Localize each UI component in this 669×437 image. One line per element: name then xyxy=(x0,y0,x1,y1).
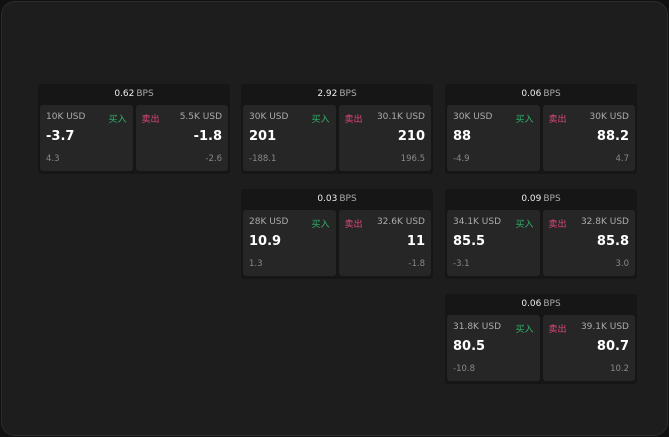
buy-label[interactable]: 买入 xyxy=(515,220,534,230)
ask-cell[interactable]: 卖出 39.1K USD 80.7 10.2 xyxy=(542,315,635,381)
ask-change: -1.8 xyxy=(408,259,425,269)
buy-label[interactable]: 买入 xyxy=(311,220,330,230)
bid-change: 4.3 xyxy=(46,154,60,164)
buy-label[interactable]: 买入 xyxy=(515,115,534,125)
bid-price: 88 xyxy=(453,129,472,144)
spread-header: 0.06 BPS xyxy=(445,84,637,105)
quote-widget: 0.06 BPS 30K USD 买入 88 -4.9 卖出 30K USD 88… xyxy=(445,84,637,174)
sell-label[interactable]: 卖出 xyxy=(548,220,567,230)
bid-cell[interactable]: 28K USD 买入 10.9 1.3 xyxy=(243,210,336,276)
spread-value: 0.62 xyxy=(114,89,135,99)
spread-unit: BPS xyxy=(339,89,357,99)
bid-cell[interactable]: 31.8K USD 买入 80.5 -10.8 xyxy=(447,315,540,381)
bid-change: -3.1 xyxy=(453,259,470,269)
ask-change: 3.0 xyxy=(615,259,629,269)
spread-unit: BPS xyxy=(136,89,154,99)
bid-change: 1.3 xyxy=(249,259,263,269)
spread-value: 0.03 xyxy=(317,194,338,204)
bid-quantity: 31.8K USD xyxy=(453,322,502,332)
spread-unit: BPS xyxy=(543,89,561,99)
ask-quantity: 32.6K USD xyxy=(376,217,425,227)
sell-label[interactable]: 卖出 xyxy=(141,115,160,125)
ask-cell[interactable]: 卖出 5.5K USD -1.8 -2.6 xyxy=(135,105,228,171)
ask-cell[interactable]: 卖出 30K USD 88.2 4.7 xyxy=(542,105,635,171)
quote-widget: 0.09 BPS 34.1K USD 买入 85.5 -3.1 卖出 32.8K … xyxy=(445,189,637,279)
quote-widget: 0.62 BPS 10K USD 买入 -3.7 4.3 卖出 5.5K USD … xyxy=(38,84,230,174)
spread-header: 0.62 BPS xyxy=(38,84,230,105)
ask-price: 210 xyxy=(397,129,425,144)
bid-change: -10.8 xyxy=(453,364,475,374)
ask-price: -1.8 xyxy=(193,129,222,144)
spread-unit: BPS xyxy=(543,299,561,309)
ask-quantity: 32.8K USD xyxy=(580,217,629,227)
bid-cell[interactable]: 30K USD 买入 88 -4.9 xyxy=(447,105,540,171)
ask-cell[interactable]: 卖出 32.8K USD 85.8 3.0 xyxy=(542,210,635,276)
sell-label[interactable]: 卖出 xyxy=(344,115,363,125)
bid-price: 10.9 xyxy=(249,234,282,249)
bid-price: 85.5 xyxy=(453,234,486,249)
buy-label[interactable]: 买入 xyxy=(515,325,534,335)
ask-cell[interactable]: 卖出 30.1K USD 210 196.5 xyxy=(338,105,431,171)
sell-label[interactable]: 卖出 xyxy=(344,220,363,230)
spread-header: 2.92 BPS xyxy=(241,84,433,105)
ask-cell[interactable]: 卖出 32.6K USD 11 -1.8 xyxy=(338,210,431,276)
bid-change: -4.9 xyxy=(453,154,470,164)
ask-quantity: 30K USD xyxy=(589,112,629,122)
spread-value: 0.06 xyxy=(521,299,542,309)
bid-cell[interactable]: 30K USD 买入 201 -188.1 xyxy=(243,105,336,171)
ask-price: 11 xyxy=(406,234,425,249)
quote-widget: 2.92 BPS 30K USD 买入 201 -188.1 卖出 30.1K U… xyxy=(241,84,433,174)
ask-price: 80.7 xyxy=(596,339,629,354)
ask-price: 85.8 xyxy=(596,234,629,249)
quote-widget: 0.06 BPS 31.8K USD 买入 80.5 -10.8 卖出 39.1K… xyxy=(445,294,637,384)
ask-change: 4.7 xyxy=(615,154,629,164)
sell-label[interactable]: 卖出 xyxy=(548,325,567,335)
bid-cell[interactable]: 10K USD 买入 -3.7 4.3 xyxy=(40,105,133,171)
spread-header: 0.06 BPS xyxy=(445,294,637,315)
bid-quantity: 30K USD xyxy=(249,112,289,122)
buy-label[interactable]: 买入 xyxy=(311,115,330,125)
spread-header: 0.03 BPS xyxy=(241,189,433,210)
bid-price: 80.5 xyxy=(453,339,486,354)
ask-change: 196.5 xyxy=(400,154,425,164)
spread-unit: BPS xyxy=(339,194,357,204)
bid-price: -3.7 xyxy=(46,129,75,144)
spread-header: 0.09 BPS xyxy=(445,189,637,210)
ask-quantity: 30.1K USD xyxy=(376,112,425,122)
spread-value: 0.06 xyxy=(521,89,542,99)
quote-widget: 0.03 BPS 28K USD 买入 10.9 1.3 卖出 32.6K USD… xyxy=(241,189,433,279)
ask-change: -2.6 xyxy=(205,154,222,164)
ask-quantity: 39.1K USD xyxy=(580,322,629,332)
bid-quantity: 30K USD xyxy=(453,112,493,122)
bid-quantity: 34.1K USD xyxy=(453,217,502,227)
bid-price: 201 xyxy=(249,129,277,144)
bid-quantity: 28K USD xyxy=(249,217,289,227)
spread-value: 2.92 xyxy=(317,89,338,99)
sell-label[interactable]: 卖出 xyxy=(548,115,567,125)
spread-value: 0.09 xyxy=(521,194,542,204)
ask-price: 88.2 xyxy=(596,129,629,144)
buy-label[interactable]: 买入 xyxy=(108,115,127,125)
bid-quantity: 10K USD xyxy=(46,112,86,122)
spread-unit: BPS xyxy=(543,194,561,204)
bid-cell[interactable]: 34.1K USD 买入 85.5 -3.1 xyxy=(447,210,540,276)
ask-change: 10.2 xyxy=(610,364,629,374)
bid-change: -188.1 xyxy=(249,154,277,164)
ask-quantity: 5.5K USD xyxy=(179,112,222,122)
